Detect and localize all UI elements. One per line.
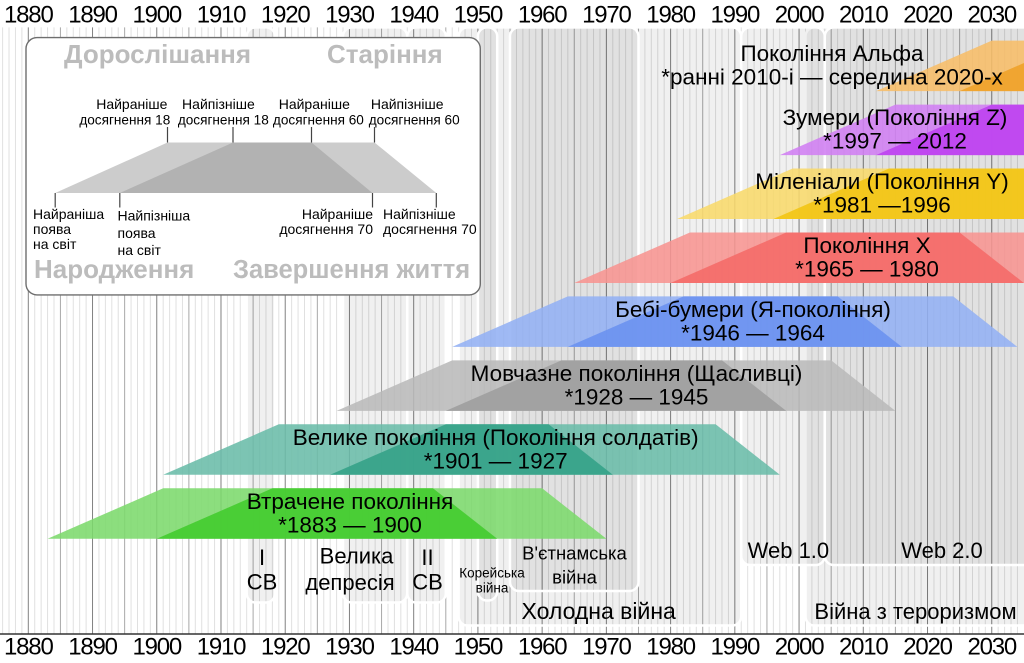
svg-text:*1965 — 1980: *1965 — 1980 xyxy=(795,257,939,282)
svg-text:*1946 — 1964: *1946 — 1964 xyxy=(681,320,825,345)
svg-text:*1901 — 1927: *1901 — 1927 xyxy=(424,448,568,473)
svg-text:1930: 1930 xyxy=(325,634,374,659)
svg-text:Найпізніше: Найпізніше xyxy=(371,96,444,112)
svg-text:Покоління Альфа: Покоління Альфа xyxy=(740,41,924,66)
svg-text:2020: 2020 xyxy=(903,2,952,29)
svg-text:поява: поява xyxy=(118,225,156,241)
svg-text:1910: 1910 xyxy=(197,634,246,659)
svg-text:Найраніша: Найраніша xyxy=(33,206,104,222)
svg-text:*1883 — 1900: *1883 — 1900 xyxy=(278,512,422,537)
svg-text:2000: 2000 xyxy=(775,634,824,659)
svg-text:1990: 1990 xyxy=(711,2,760,29)
svg-text:Дорослішання: Дорослішання xyxy=(64,39,251,69)
svg-text:1980: 1980 xyxy=(646,634,695,659)
svg-text:Зумери (Покоління Z): Зумери (Покоління Z) xyxy=(783,105,1008,130)
svg-text:1980: 1980 xyxy=(646,2,695,29)
svg-text:1950: 1950 xyxy=(454,634,503,659)
svg-text:на світ: на світ xyxy=(118,242,162,258)
svg-text:досягнення 18: досягнення 18 xyxy=(178,113,269,128)
svg-text:2000: 2000 xyxy=(775,2,824,29)
svg-text:війна: війна xyxy=(552,567,597,588)
svg-text:1890: 1890 xyxy=(68,2,117,29)
svg-text:2010: 2010 xyxy=(839,2,888,29)
svg-text:1910: 1910 xyxy=(197,2,246,29)
svg-text:Найпізніше: Найпізніше xyxy=(182,96,255,112)
svg-text:1930: 1930 xyxy=(325,2,374,29)
svg-text:*1981 —1996: *1981 —1996 xyxy=(813,193,951,218)
svg-text:Найраніше: Найраніше xyxy=(96,96,167,112)
svg-text:Бебі-бумери (Я-покоління): Бебі-бумери (Я-покоління) xyxy=(615,297,891,322)
svg-text:досягнення 18: досягнення 18 xyxy=(79,113,170,128)
svg-text:І: І xyxy=(259,545,265,570)
svg-text:Найраніше: Найраніше xyxy=(302,206,373,222)
svg-text:досягнення 70: досягнення 70 xyxy=(383,221,477,237)
svg-text:депресія: депресія xyxy=(305,570,394,595)
svg-text:війна: війна xyxy=(476,581,509,596)
svg-text:ІІ: ІІ xyxy=(421,545,433,570)
svg-text:В'єтнамська: В'єтнамська xyxy=(522,543,627,564)
svg-text:на світ: на світ xyxy=(33,236,77,252)
svg-text:Покоління X: Покоління X xyxy=(803,233,930,258)
svg-text:1900: 1900 xyxy=(132,634,181,659)
svg-text:Мовчазне покоління (Щасливці): Мовчазне покоління (Щасливці) xyxy=(471,361,803,386)
svg-text:2030: 2030 xyxy=(967,2,1016,29)
svg-text:поява: поява xyxy=(33,221,71,237)
svg-text:Завершення життя: Завершення життя xyxy=(233,256,470,284)
svg-text:СВ: СВ xyxy=(412,570,443,595)
svg-text:Найраніше: Найраніше xyxy=(279,96,350,112)
svg-text:1880: 1880 xyxy=(4,634,53,659)
svg-text:1940: 1940 xyxy=(389,2,438,29)
svg-text:1970: 1970 xyxy=(582,634,631,659)
svg-text:Велика: Велика xyxy=(320,544,394,569)
svg-text:Web 1.0: Web 1.0 xyxy=(748,538,830,563)
svg-text:Найпізніша: Найпізніша xyxy=(118,208,191,224)
svg-text:*1997 — 2012: *1997 — 2012 xyxy=(823,129,967,154)
svg-text:СВ: СВ xyxy=(247,570,278,595)
svg-text:1920: 1920 xyxy=(261,2,310,29)
svg-text:1940: 1940 xyxy=(389,634,438,659)
svg-text:1970: 1970 xyxy=(582,2,631,29)
svg-text:досягнення 70: досягнення 70 xyxy=(279,221,373,237)
svg-text:Старіння: Старіння xyxy=(327,39,443,69)
svg-text:Web 2.0: Web 2.0 xyxy=(901,538,983,563)
svg-text:*1928 — 1945: *1928 — 1945 xyxy=(565,384,709,409)
svg-text:Народження: Народження xyxy=(34,254,194,284)
svg-text:досягнення 60: досягнення 60 xyxy=(273,113,364,128)
svg-text:Міленіали (Покоління Y): Міленіали (Покоління Y) xyxy=(755,169,1008,194)
svg-text:1960: 1960 xyxy=(518,2,567,29)
svg-text:Холодна війна: Холодна війна xyxy=(522,598,677,624)
svg-text:Втрачене покоління: Втрачене покоління xyxy=(247,489,454,514)
svg-text:1920: 1920 xyxy=(261,634,310,659)
svg-text:1950: 1950 xyxy=(454,2,503,29)
svg-text:2020: 2020 xyxy=(903,634,952,659)
svg-text:1900: 1900 xyxy=(132,2,181,29)
svg-text:1880: 1880 xyxy=(4,2,53,29)
svg-text:1990: 1990 xyxy=(711,634,760,659)
svg-text:досягнення 60: досягнення 60 xyxy=(369,113,460,128)
svg-text:1960: 1960 xyxy=(518,634,567,659)
svg-text:2010: 2010 xyxy=(839,634,888,659)
svg-text:2030: 2030 xyxy=(967,634,1016,659)
svg-text:Найпізніше: Найпізніше xyxy=(383,206,456,222)
svg-text:Велике покоління (Покоління со: Велике покоління (Покоління солдатів) xyxy=(293,425,699,450)
svg-text:*ранні 2010-і — середина 2020-: *ранні 2010-і — середина 2020-х xyxy=(661,65,1003,90)
svg-text:Війна з тероризмом: Війна з тероризмом xyxy=(814,599,1016,624)
svg-text:Корейська: Корейська xyxy=(459,566,525,581)
svg-text:1890: 1890 xyxy=(68,634,117,659)
